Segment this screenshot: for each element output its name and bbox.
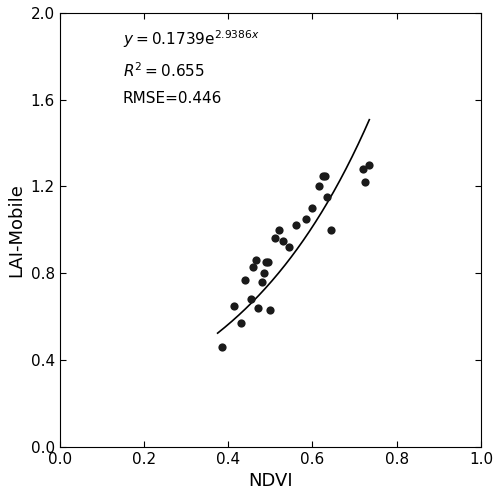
Point: [366, 161, 374, 168]
Point: [252, 256, 260, 264]
Point: [270, 235, 278, 243]
Point: [323, 193, 331, 201]
Point: [274, 226, 282, 234]
Point: [241, 276, 249, 284]
Point: [237, 319, 245, 327]
Point: [302, 215, 310, 223]
Point: [328, 226, 336, 234]
Point: [321, 171, 329, 179]
Point: [260, 269, 268, 277]
Point: [230, 302, 238, 310]
Text: $R^2 = 0.655$: $R^2 = 0.655$: [123, 62, 205, 80]
Text: RMSE=0.446: RMSE=0.446: [123, 91, 222, 106]
Point: [315, 182, 323, 190]
Point: [286, 243, 294, 251]
Point: [218, 343, 226, 351]
Y-axis label: LAI-Mobile: LAI-Mobile: [7, 183, 25, 277]
Point: [266, 306, 274, 314]
Point: [319, 171, 327, 179]
Point: [359, 165, 367, 173]
Point: [279, 237, 287, 245]
Point: [262, 258, 270, 266]
Point: [250, 263, 258, 271]
X-axis label: NDVI: NDVI: [248, 472, 292, 490]
Point: [264, 258, 272, 266]
Point: [308, 204, 316, 212]
Point: [258, 278, 266, 286]
Point: [292, 222, 300, 230]
Point: [248, 295, 256, 303]
Point: [361, 178, 369, 186]
Point: [254, 304, 262, 312]
Text: $y = 0.1739\mathrm{e}^{2.9386x}$: $y = 0.1739\mathrm{e}^{2.9386x}$: [123, 28, 260, 50]
